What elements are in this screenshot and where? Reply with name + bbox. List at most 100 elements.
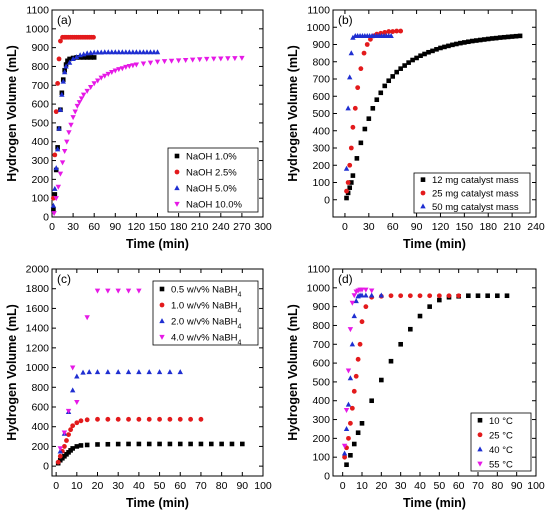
data-point <box>123 64 129 70</box>
x-tick-label: 10 <box>71 480 83 492</box>
y-axis-label: Hydrogen Volume (mL) <box>286 45 300 182</box>
data-point <box>61 69 68 75</box>
data-point <box>98 49 104 55</box>
data-point <box>86 369 92 375</box>
data-point <box>105 288 111 294</box>
y-tick-label: 900 <box>312 301 330 313</box>
data-point <box>116 49 122 55</box>
legend-marker <box>477 432 483 438</box>
x-tick-label: 120 <box>128 221 146 233</box>
data-point <box>105 49 111 55</box>
data-point <box>355 356 361 362</box>
data-point <box>398 28 404 34</box>
data-point <box>91 49 97 55</box>
data-point <box>84 442 90 448</box>
data-point <box>513 33 519 39</box>
series-2 <box>51 34 96 201</box>
data-point <box>352 105 358 111</box>
data-point <box>84 417 90 423</box>
x-tick-label: 0 <box>340 480 346 492</box>
data-point <box>115 441 121 447</box>
legend-marker <box>477 417 483 423</box>
data-point <box>363 292 369 298</box>
data-point <box>112 49 118 55</box>
data-point <box>497 35 503 40</box>
data-point <box>188 416 193 422</box>
data-point <box>353 298 359 304</box>
data-point <box>218 56 224 62</box>
x-tick-label: 150 <box>149 221 167 233</box>
data-point <box>57 171 64 177</box>
legend: 10 °C 25 °C 40 °C 55 °C <box>470 412 532 472</box>
y-tick-label: 1000 <box>26 23 50 35</box>
data-point <box>368 292 375 298</box>
legend-label: 10 °C <box>489 416 513 427</box>
x-tick-label: 240 <box>212 221 230 233</box>
data-point <box>70 446 75 451</box>
legend-marker <box>174 185 180 191</box>
data-point <box>344 188 349 194</box>
data-point <box>70 115 76 121</box>
data-point <box>414 55 419 61</box>
data-point <box>446 293 452 299</box>
data-point <box>95 442 100 447</box>
data-point <box>55 184 62 190</box>
data-point <box>80 92 87 98</box>
data-point <box>358 66 364 72</box>
data-point <box>430 48 435 54</box>
data-point <box>60 78 66 84</box>
data-point <box>450 42 455 48</box>
data-point <box>87 85 94 91</box>
data-point <box>349 405 355 411</box>
data-point <box>346 435 351 441</box>
data-point <box>91 81 97 87</box>
data-point <box>343 165 350 171</box>
y-tick-label: 800 <box>312 56 330 68</box>
data-point <box>55 459 61 465</box>
data-point <box>349 341 356 347</box>
data-point <box>475 293 481 299</box>
data-point <box>78 418 84 424</box>
data-point <box>102 49 108 55</box>
data-point <box>350 34 356 40</box>
data-point <box>123 49 129 55</box>
legend-label: NaOH 10.0% <box>186 200 243 211</box>
data-point <box>53 196 59 202</box>
data-point <box>341 443 348 449</box>
data-point <box>74 399 80 405</box>
data-point <box>188 441 193 447</box>
x-axis-label: Time (min) <box>126 237 189 251</box>
data-point <box>351 441 357 447</box>
data-point <box>382 30 388 35</box>
data-point <box>55 80 61 86</box>
data-point <box>84 55 90 60</box>
data-point <box>398 293 404 299</box>
legend-box <box>167 147 259 213</box>
data-point <box>353 373 359 379</box>
data-point <box>517 33 523 39</box>
x-tick-label: 30 <box>395 480 407 492</box>
data-point <box>402 63 407 68</box>
x-tick-label: 90 <box>411 221 423 233</box>
data-point <box>458 40 463 46</box>
data-point <box>362 126 368 132</box>
data-point <box>126 49 133 55</box>
data-point <box>406 60 411 65</box>
y-tick-label: 800 <box>31 382 49 394</box>
y-tick-label: 600 <box>31 402 49 414</box>
data-point <box>78 443 84 448</box>
data-point <box>418 53 423 59</box>
panel-label: (b) <box>338 13 353 27</box>
data-point <box>156 369 163 375</box>
legend-marker <box>174 153 180 159</box>
data-point <box>119 49 126 55</box>
legend-label: 25 mg catalyst mass <box>432 189 519 200</box>
y-tick-label: 0 <box>324 471 330 483</box>
legend-label: 40 °C <box>489 445 513 456</box>
data-point <box>434 47 439 52</box>
legend-label: 25 °C <box>489 430 513 441</box>
data-point <box>388 358 394 364</box>
x-tick-label: 180 <box>170 221 188 233</box>
y-tick-label: 800 <box>31 61 49 73</box>
